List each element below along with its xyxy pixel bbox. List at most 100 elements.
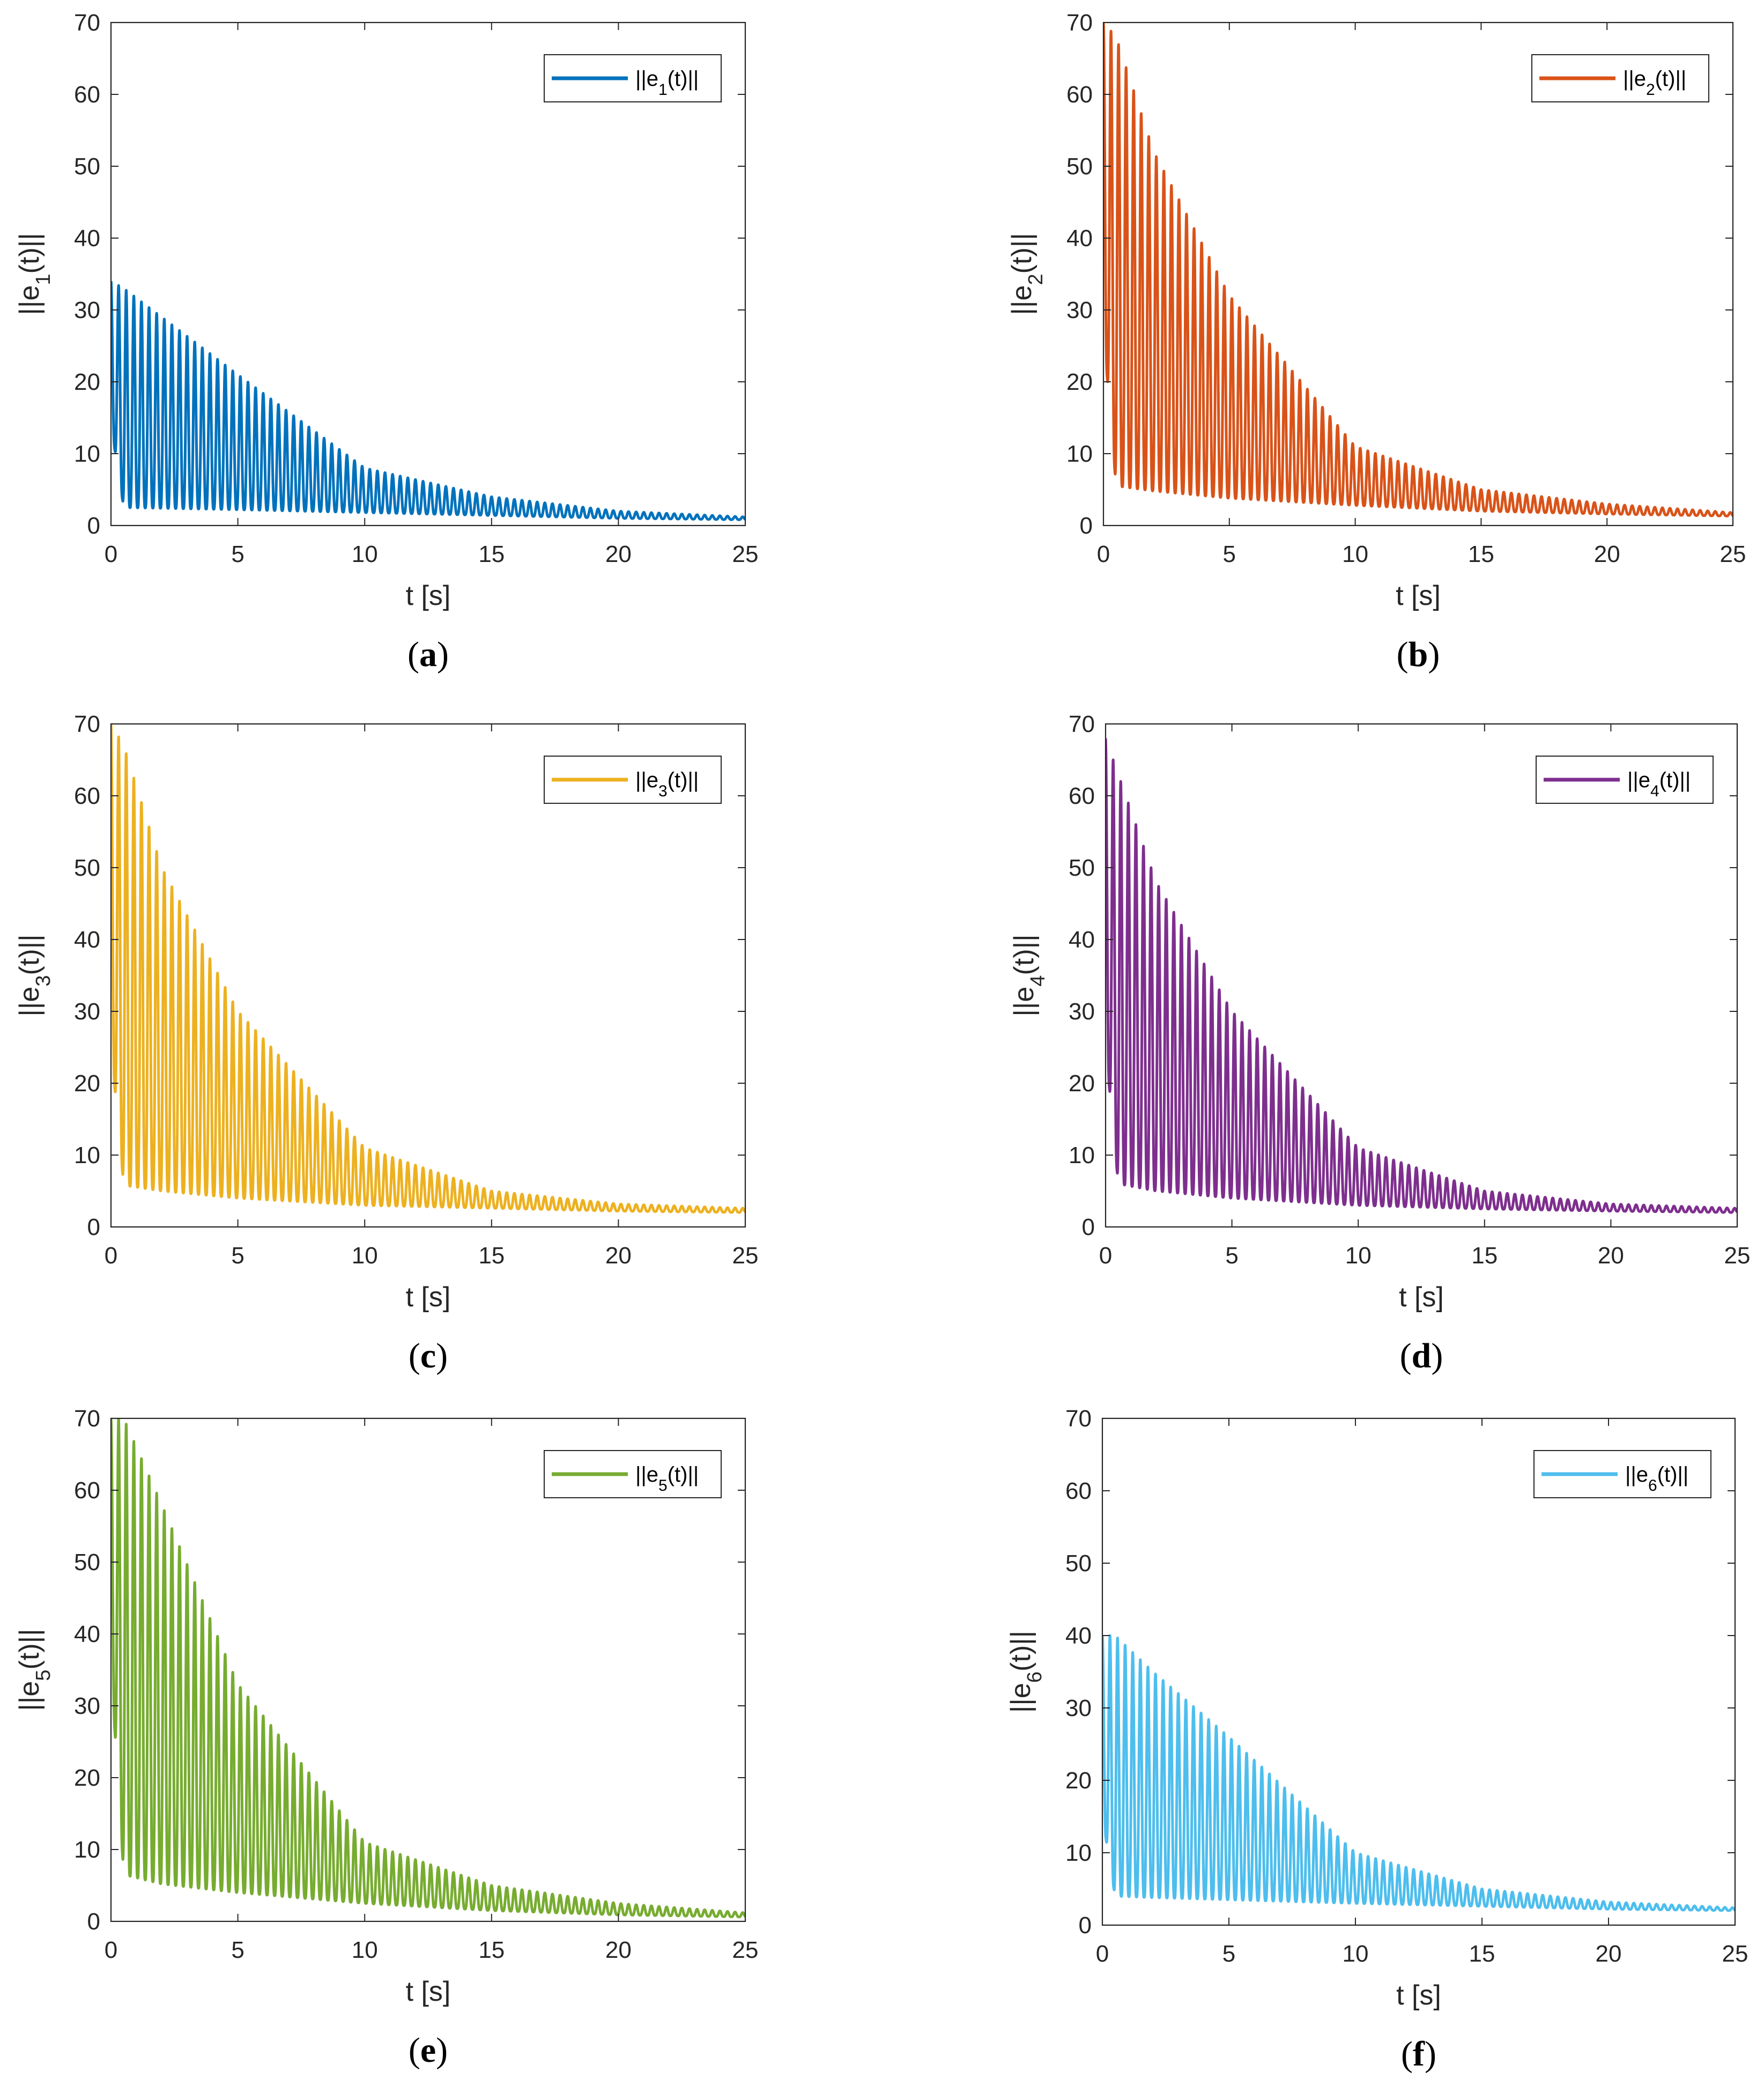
chart-panel-f: 0 5 10 15 20 25 0 10 20 30 40 50 60 70 t [s] ||e6(t)|| |… <box>1005 1406 1748 2074</box>
x-axis-label: t [s] <box>1396 580 1441 611</box>
y-tick-label: 0 <box>1080 513 1093 539</box>
panel-caption: (c) <box>409 1336 448 1375</box>
y-tick-label: 10 <box>1065 1840 1092 1866</box>
y-tick-label: 60 <box>74 82 100 108</box>
legend-entry: ||e5(t)|| <box>635 1463 699 1495</box>
y-tick-label: 10 <box>1069 1142 1095 1168</box>
axes-box <box>110 723 746 1228</box>
x-tick-label: 10 <box>1345 1242 1372 1269</box>
panel-caption: (a) <box>407 635 449 674</box>
y-tick-label: 40 <box>74 1621 100 1647</box>
x-tick-label: 5 <box>231 1937 244 1963</box>
y-axis-label: ||e1(t)|| <box>14 233 55 315</box>
x-tick-label: 20 <box>605 1937 632 1963</box>
x-tick-label: 5 <box>1223 541 1236 567</box>
chart-panel-a: 0 5 10 15 20 25 0 10 20 30 40 50 60 70 t [s] ||e1(t)|| |… <box>14 10 758 674</box>
x-tick-label: 5 <box>231 1242 244 1269</box>
y-tick-label: 20 <box>1069 1070 1095 1097</box>
x-axis-label: t [s] <box>1396 1980 1441 2011</box>
y-tick-label: 60 <box>74 783 100 809</box>
y-tick-label: 20 <box>1066 369 1093 395</box>
y-tick-label: 70 <box>1069 711 1095 737</box>
x-tick-label: 20 <box>1598 1242 1624 1269</box>
x-tick-label: 0 <box>105 541 117 567</box>
panel-caption: (b) <box>1397 635 1440 674</box>
x-tick-label: 15 <box>478 1242 505 1269</box>
x-axis-label: t [s] <box>1399 1282 1444 1313</box>
series-line-c <box>111 724 745 1214</box>
axes-box <box>1105 723 1738 1228</box>
x-tick-label: 10 <box>1343 1941 1369 1967</box>
axes-box <box>1101 1417 1736 1926</box>
x-tick-label: 20 <box>1596 1941 1622 1967</box>
y-tick-label: 70 <box>74 711 100 737</box>
x-tick-label: 15 <box>1469 1941 1495 1967</box>
y-tick-label: 0 <box>87 1214 100 1240</box>
panel-caption: (e) <box>409 2031 448 2070</box>
chart-panel-b: 0 5 10 15 20 25 0 10 20 30 40 50 60 70 t [s] ||e2(t)|| |… <box>1006 10 1746 674</box>
y-tick-label: 30 <box>74 297 100 323</box>
y-axis-label: ||e4(t)|| <box>1009 934 1049 1016</box>
x-tick-label: 25 <box>732 1937 759 1963</box>
x-axis-label: t [s] <box>406 580 451 611</box>
y-tick-label: 30 <box>1065 1695 1092 1721</box>
panel-caption: (f) <box>1401 2035 1436 2074</box>
x-tick-label: 0 <box>105 1242 117 1269</box>
legend-entry: ||e1(t)|| <box>635 67 699 99</box>
y-tick-label: 60 <box>1069 783 1095 809</box>
y-tick-label: 20 <box>74 369 100 395</box>
y-tick-label: 10 <box>1066 441 1093 467</box>
chart-panel-d: 0 5 10 15 20 25 0 10 20 30 40 50 60 70 t [s] ||e4(t)|| |… <box>1009 711 1750 1375</box>
y-tick-label: 60 <box>1065 1478 1092 1504</box>
chart-panel-c: 0 5 10 15 20 25 0 10 20 30 40 50 60 70 t [s] ||e3(t)|| |… <box>14 711 758 1375</box>
y-tick-label: 40 <box>74 225 100 251</box>
series-line-f <box>1102 1634 1735 1912</box>
x-tick-label: 15 <box>478 541 505 567</box>
y-tick-label: 40 <box>1066 225 1093 251</box>
y-tick-label: 0 <box>87 1909 100 1935</box>
y-axis-label: ||e3(t)|| <box>14 934 55 1016</box>
x-tick-label: 20 <box>1594 541 1620 567</box>
x-tick-label: 0 <box>1099 1242 1112 1269</box>
axes-box <box>1102 21 1734 527</box>
y-tick-label: 50 <box>1069 855 1095 881</box>
series-line-b <box>1103 23 1733 517</box>
y-tick-label: 20 <box>1065 1767 1092 1794</box>
x-tick-label: 15 <box>1468 541 1494 567</box>
y-tick-label: 10 <box>74 1142 100 1168</box>
x-tick-label: 0 <box>105 1937 117 1963</box>
legend-entry: ||e2(t)|| <box>1623 67 1686 99</box>
y-tick-label: 30 <box>1069 998 1095 1025</box>
y-tick-label: 30 <box>74 998 100 1025</box>
legend-entry: ||e3(t)|| <box>635 768 699 800</box>
x-tick-label: 25 <box>1724 1242 1751 1269</box>
y-tick-label: 10 <box>74 441 100 467</box>
y-tick-label: 60 <box>1066 82 1093 108</box>
y-tick-label: 70 <box>1065 1406 1092 1432</box>
x-tick-label: 5 <box>1222 1941 1235 1967</box>
x-tick-label: 0 <box>1096 1941 1109 1967</box>
x-axis-label: t [s] <box>406 1976 451 2007</box>
legend-entry: ||e4(t)|| <box>1627 768 1691 800</box>
x-tick-label: 15 <box>478 1937 505 1963</box>
y-tick-label: 50 <box>74 855 100 881</box>
y-tick-label: 40 <box>1069 927 1095 953</box>
series-line-d <box>1106 738 1737 1214</box>
y-tick-label: 40 <box>1065 1623 1092 1649</box>
panel-caption: (d) <box>1400 1336 1443 1375</box>
x-tick-label: 10 <box>1342 541 1368 567</box>
y-tick-label: 0 <box>87 513 100 539</box>
x-tick-label: 10 <box>352 541 378 567</box>
y-tick-label: 20 <box>74 1070 100 1097</box>
legend-box <box>1531 54 1709 102</box>
x-tick-label: 10 <box>352 1937 378 1963</box>
y-tick-label: 40 <box>74 927 100 953</box>
x-tick-label: 25 <box>732 541 759 567</box>
axes-box <box>110 1417 746 1922</box>
y-tick-label: 10 <box>74 1837 100 1863</box>
x-tick-label: 25 <box>1720 541 1746 567</box>
y-axis-label: ||e6(t)|| <box>1005 1631 1046 1713</box>
x-tick-label: 0 <box>1097 541 1110 567</box>
y-tick-label: 50 <box>74 153 100 180</box>
y-axis-label: ||e5(t)|| <box>14 1629 55 1711</box>
